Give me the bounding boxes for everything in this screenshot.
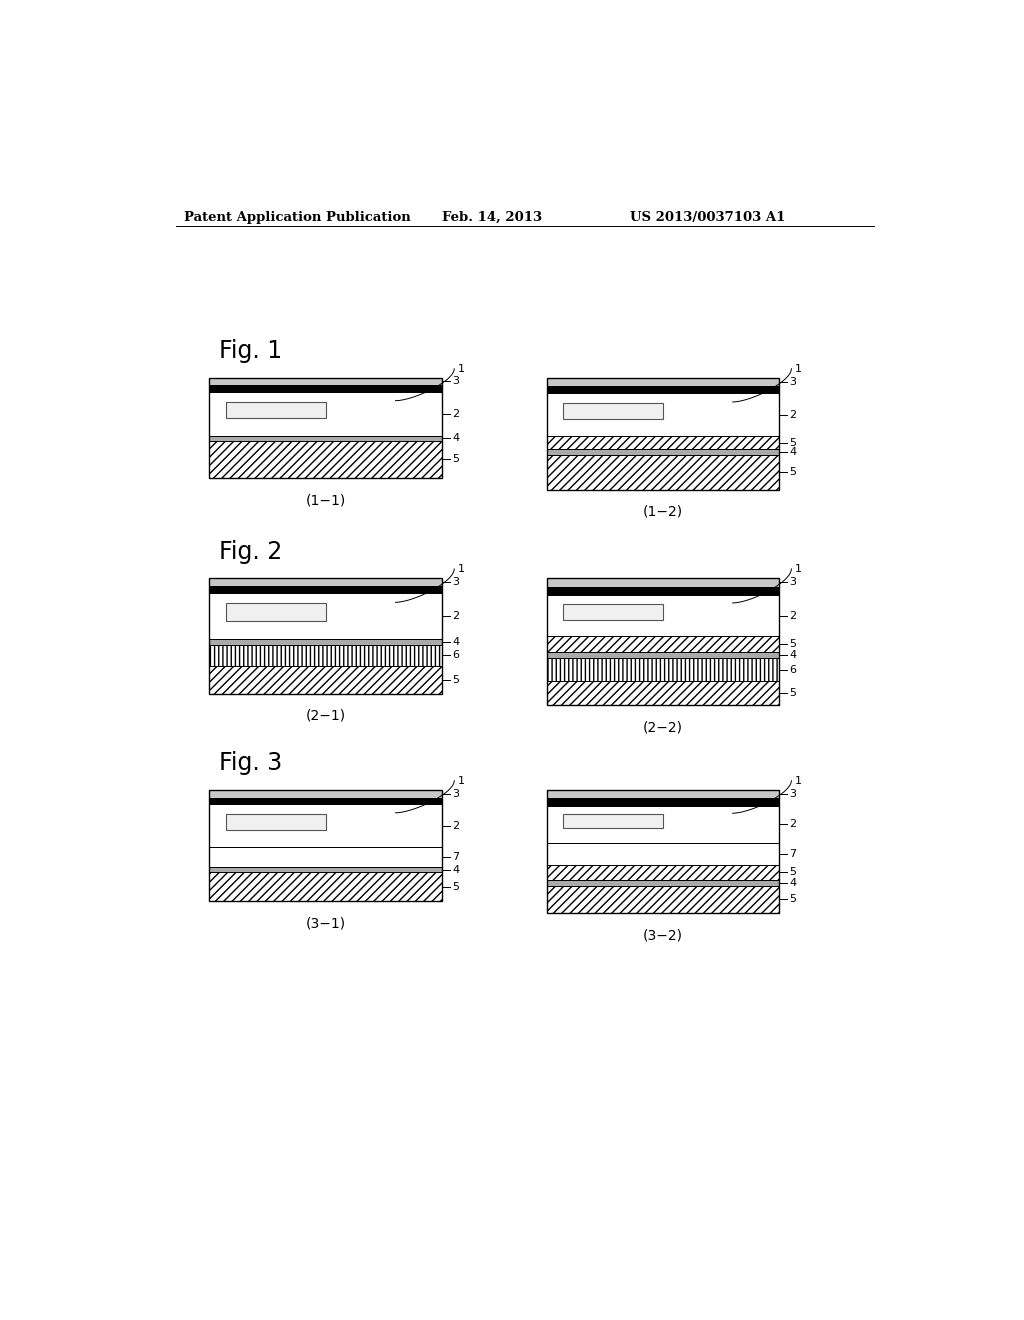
Bar [209, 665, 442, 693]
Bar [547, 378, 779, 385]
Text: 7: 7 [452, 851, 459, 862]
Text: Fig. 2: Fig. 2 [219, 540, 283, 564]
Bar [225, 813, 326, 830]
Text: (1−1): (1−1) [305, 494, 346, 507]
Text: 1: 1 [796, 564, 802, 574]
Bar [547, 594, 779, 636]
Text: 5: 5 [790, 895, 796, 904]
Text: 1: 1 [796, 776, 802, 785]
Text: 3: 3 [452, 789, 459, 799]
Bar [547, 436, 779, 449]
Bar [547, 865, 779, 879]
Text: 4: 4 [790, 878, 797, 888]
Text: 3: 3 [790, 577, 796, 587]
Bar [547, 789, 779, 913]
Bar [547, 578, 779, 587]
Bar [209, 789, 442, 902]
Text: 2: 2 [790, 409, 797, 420]
Text: Feb. 14, 2013: Feb. 14, 2013 [442, 211, 542, 224]
Text: 2: 2 [452, 409, 459, 418]
Bar [547, 886, 779, 913]
Bar [209, 578, 442, 693]
Text: 2: 2 [452, 611, 459, 622]
Bar [547, 879, 779, 886]
Bar [209, 385, 442, 392]
Text: 5: 5 [790, 467, 796, 478]
Text: 6: 6 [452, 651, 459, 660]
Bar [563, 603, 663, 619]
Text: 4: 4 [452, 865, 459, 875]
Text: 2: 2 [790, 820, 797, 829]
Bar [225, 401, 326, 418]
Bar [209, 645, 442, 665]
Bar [547, 799, 779, 805]
Bar [563, 814, 663, 828]
Bar [209, 378, 442, 385]
Text: (2−2): (2−2) [643, 721, 683, 734]
Text: 4: 4 [790, 649, 797, 660]
Text: 3: 3 [790, 376, 796, 387]
Text: (3−1): (3−1) [305, 917, 346, 931]
Text: 3: 3 [452, 577, 459, 587]
Bar [547, 659, 779, 681]
Text: 2: 2 [790, 611, 797, 620]
Text: 4: 4 [452, 638, 459, 647]
Bar [209, 586, 442, 593]
Bar [209, 436, 442, 441]
Bar [209, 873, 442, 902]
Text: 2: 2 [452, 821, 459, 830]
Text: 5: 5 [790, 639, 796, 649]
Text: 3: 3 [452, 376, 459, 387]
Text: Fig. 1: Fig. 1 [219, 339, 283, 363]
Bar [209, 867, 442, 873]
Bar [209, 797, 442, 804]
Text: 6: 6 [790, 664, 796, 675]
Text: 1: 1 [796, 363, 802, 374]
Text: 1: 1 [458, 776, 465, 785]
Bar [547, 636, 779, 652]
Bar [209, 441, 442, 478]
Text: (3−2): (3−2) [643, 928, 683, 942]
Bar [209, 789, 442, 797]
Text: 1: 1 [458, 363, 465, 374]
Bar [547, 378, 779, 490]
Text: 3: 3 [790, 789, 796, 799]
Text: 5: 5 [452, 675, 459, 685]
Bar [547, 681, 779, 705]
Text: 5: 5 [790, 688, 796, 698]
Bar [209, 639, 442, 645]
Bar [547, 393, 779, 436]
Bar [209, 846, 442, 867]
Bar [563, 403, 663, 418]
Text: 5: 5 [452, 454, 459, 465]
Text: (1−2): (1−2) [643, 506, 683, 519]
Text: 7: 7 [790, 849, 797, 859]
Text: Fig. 3: Fig. 3 [219, 751, 283, 775]
Text: 4: 4 [790, 447, 797, 457]
Bar [547, 842, 779, 865]
Bar [225, 603, 326, 620]
Bar [547, 455, 779, 490]
Bar [209, 578, 442, 586]
Bar [547, 385, 779, 393]
Bar [547, 449, 779, 455]
Text: 5: 5 [790, 867, 796, 878]
Text: US 2013/0037103 A1: US 2013/0037103 A1 [630, 211, 785, 224]
Bar [209, 593, 442, 639]
Bar [547, 805, 779, 842]
Bar [209, 378, 442, 478]
Bar [547, 587, 779, 594]
Text: 5: 5 [452, 882, 459, 892]
Text: 4: 4 [452, 433, 459, 444]
Bar [547, 652, 779, 659]
Bar [547, 578, 779, 705]
Bar [209, 392, 442, 436]
Text: 1: 1 [458, 564, 465, 574]
Bar [547, 789, 779, 799]
Bar [209, 804, 442, 846]
Text: (2−1): (2−1) [305, 709, 346, 723]
Text: Patent Application Publication: Patent Application Publication [183, 211, 411, 224]
Text: 5: 5 [790, 438, 796, 447]
